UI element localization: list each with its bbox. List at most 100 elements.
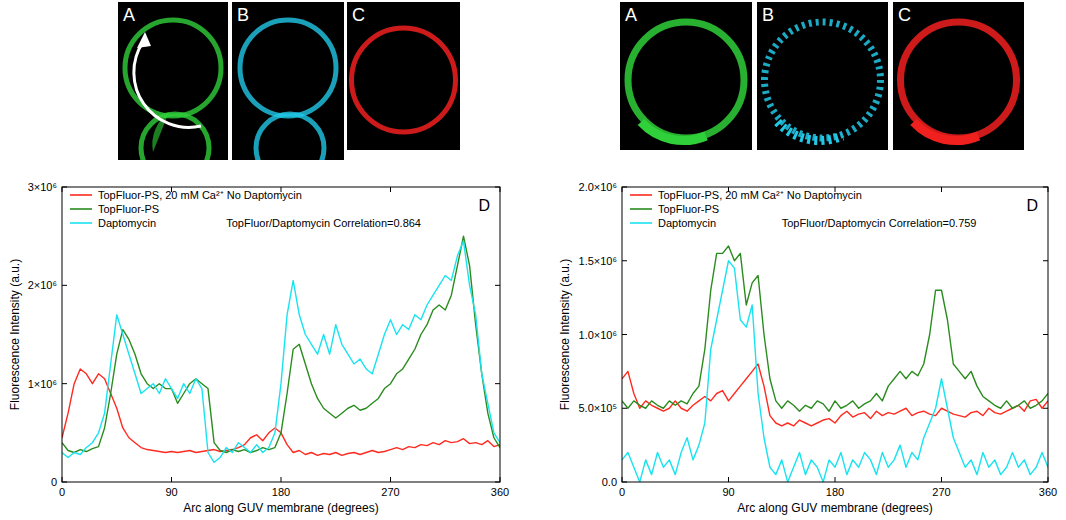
image-content <box>125 20 221 160</box>
image-content <box>628 22 744 141</box>
x-tick-label: 90 <box>722 486 734 498</box>
series-line <box>622 246 1048 411</box>
y-tick-label: 1.5×10⁶ <box>579 255 617 267</box>
y-tick <box>495 187 500 188</box>
y-tick <box>1043 482 1048 483</box>
x-tick-label: 180 <box>272 486 290 498</box>
x-tick-label: 0 <box>59 486 65 498</box>
series-line <box>622 261 1048 482</box>
y-tick-label: 0.0 <box>602 476 617 488</box>
y-tick <box>622 408 627 409</box>
y-tick-label: 1×10⁶ <box>28 378 57 390</box>
membrane-ring <box>352 28 456 132</box>
x-tick <box>622 187 623 192</box>
image-label: C <box>352 5 365 25</box>
x-tick-label: 270 <box>381 486 399 498</box>
y-tick-label: 2×10⁶ <box>28 279 57 291</box>
y-tick-label: 1.0×10⁶ <box>579 329 617 341</box>
legend-label: Daptomycin <box>98 217 156 229</box>
page: {"chart_data":[ {"type":"line","image_la… <box>0 0 1066 520</box>
legend-swatch <box>70 222 92 224</box>
x-tick-label: 360 <box>491 486 509 498</box>
image-ground <box>620 2 752 150</box>
bright-arc <box>778 122 843 141</box>
legend-label: TopFluor-PS <box>98 203 159 215</box>
image-ground <box>757 2 888 150</box>
legend-swatch <box>630 222 652 224</box>
x-tick <box>728 477 729 482</box>
bright-arc <box>641 122 706 141</box>
micrograph <box>757 2 888 150</box>
y-axis-title: Fluorescence Intensity (a.u.) <box>8 259 22 410</box>
x-tick <box>390 187 391 192</box>
y-axis-title: Fluorescence Intensity (a.u.) <box>558 259 572 410</box>
legend-swatch <box>70 208 92 210</box>
image-content <box>901 22 1017 141</box>
x-axis-title: Arc along GUV membrane (degrees) <box>183 501 378 515</box>
x-tick-label: 90 <box>165 486 177 498</box>
legend-label: TopFluor-PS, 20 mM Ca²⁺ No Daptomycin <box>98 189 302 201</box>
plot-frame <box>62 187 500 482</box>
x-tick <box>622 477 623 482</box>
panel: ABC0.05.0×10⁵1.0×10⁶1.5×10⁶2.0×10⁶090180… <box>558 2 1057 515</box>
panel-label: D <box>478 197 490 214</box>
image-ground <box>118 2 228 160</box>
y-tick <box>622 260 627 261</box>
x-tick <box>1048 187 1049 192</box>
x-tick-label: 0 <box>619 486 625 498</box>
series-group <box>62 236 500 462</box>
x-tick-label: 270 <box>932 486 950 498</box>
x-tick <box>390 477 391 482</box>
image-label: B <box>237 5 249 25</box>
x-tick-label: 180 <box>826 486 844 498</box>
y-tick <box>495 383 500 384</box>
x-tick <box>62 477 63 482</box>
y-tick-label: 2.0×10⁶ <box>579 181 617 193</box>
y-tick <box>495 482 500 483</box>
x-tick <box>941 187 942 192</box>
y-tick <box>62 187 67 188</box>
series-line <box>62 236 500 452</box>
x-tick <box>281 477 282 482</box>
membrane-ring <box>240 20 336 116</box>
micrograph <box>620 2 752 150</box>
micrograph <box>347 2 460 150</box>
y-tick <box>622 187 627 188</box>
arc-arrow <box>134 42 201 127</box>
y-tick <box>1043 334 1048 335</box>
y-tick-label: 0 <box>51 476 57 488</box>
legend-label: TopFluor-PS, 20 mM Ca²⁺ No Daptomycin <box>658 189 862 201</box>
membrane-ring <box>256 114 324 160</box>
plot-frame <box>622 187 1048 482</box>
panel: ABC01×10⁶2×10⁶3×10⁶090180270360Arc along… <box>8 2 509 515</box>
micrograph <box>232 2 344 182</box>
series-group <box>622 246 1048 482</box>
image-ground <box>893 2 1024 150</box>
image-label: A <box>123 5 135 25</box>
x-tick <box>835 477 836 482</box>
series-line <box>622 364 1048 426</box>
x-tick <box>62 187 63 192</box>
y-tick <box>62 285 67 286</box>
micrograph <box>893 2 1024 150</box>
y-tick <box>1043 408 1048 409</box>
x-tick <box>500 477 501 482</box>
panel-label: D <box>1026 197 1038 214</box>
chart: 0.0 5.0×10⁵ 1.0×10⁶ 1.5×10⁶ 2.0×10⁶ 0 90 180 270… <box>558 181 1057 515</box>
image-ground <box>347 2 460 150</box>
micrograph <box>118 2 228 182</box>
legend-label: TopFluor-PS <box>658 203 719 215</box>
legend-label: Daptomycin <box>658 217 716 229</box>
series-line <box>62 241 500 462</box>
image-content <box>765 22 881 141</box>
x-tick <box>941 477 942 482</box>
y-tick-label: 5.0×10⁵ <box>578 402 617 414</box>
bright-arc <box>914 122 979 141</box>
membrane-ring <box>141 114 209 160</box>
x-axis-title: Arc along GUV membrane (degrees) <box>737 501 932 515</box>
image-label: A <box>625 5 637 25</box>
membrane-ring <box>125 20 221 116</box>
image-label: C <box>898 5 911 25</box>
y-tick <box>1043 187 1048 188</box>
y-tick <box>62 383 67 384</box>
